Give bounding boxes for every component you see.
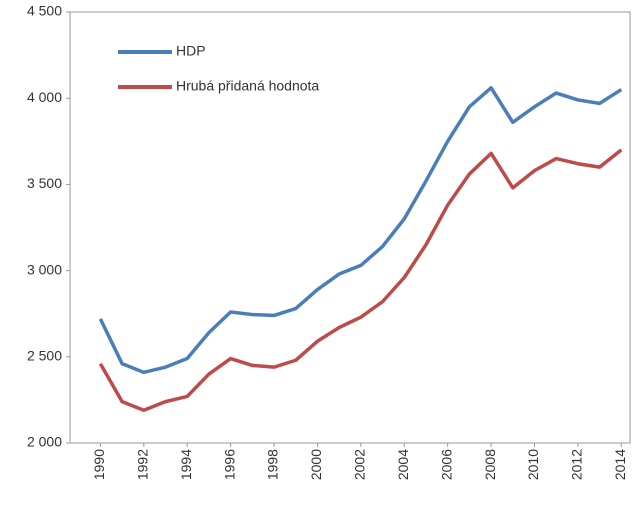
y-tick-label: 3 000 (27, 261, 62, 277)
x-tick-label: 2008 (482, 449, 498, 480)
x-tick-label: 1990 (91, 449, 107, 480)
x-tick-label: 2012 (569, 449, 585, 480)
y-tick-label: 3 500 (27, 175, 62, 191)
x-tick-label: 1998 (265, 449, 281, 480)
x-tick-label: 1992 (135, 449, 151, 480)
x-tick-label: 2000 (308, 449, 324, 480)
legend-label: Hrubá přidaná hodnota (176, 78, 319, 94)
plot-frame (69, 11, 631, 444)
x-tick-label: 2010 (525, 449, 541, 480)
legend-label: HDP (176, 43, 206, 59)
x-tick-label: 1996 (221, 449, 237, 480)
y-tick-label: 2 000 (27, 434, 62, 450)
x-tick-label: 2006 (438, 449, 454, 480)
x-tick-label: 2004 (395, 449, 411, 480)
x-tick-label: 2014 (612, 449, 628, 480)
x-tick-label: 1994 (178, 449, 194, 480)
series-line (98, 86, 623, 375)
y-tick-label: 4 500 (27, 3, 62, 19)
y-tick-label: 4 000 (27, 89, 62, 105)
series-line (98, 148, 623, 412)
y-tick-label: 2 500 (27, 348, 62, 364)
x-tick-label: 2002 (352, 449, 368, 480)
